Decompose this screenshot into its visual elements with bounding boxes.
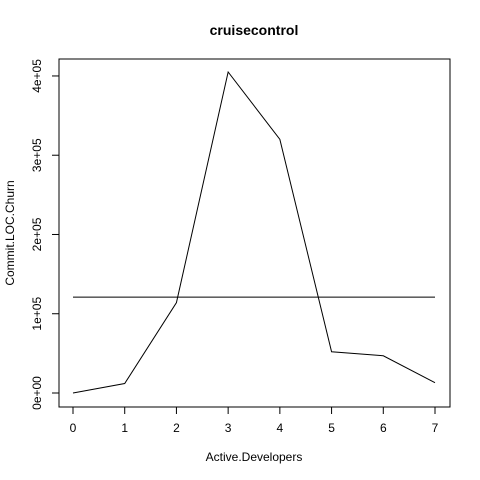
x-tick-label: 2 bbox=[173, 421, 180, 435]
series-layer bbox=[72, 70, 436, 394]
x-tick-label: 6 bbox=[380, 421, 387, 435]
y-tick-label: 2e+05 bbox=[30, 217, 44, 251]
x-tick-label: 3 bbox=[225, 421, 232, 435]
y-tick-label: 1e+05 bbox=[30, 297, 44, 331]
x-axis-label: Active.Developers bbox=[206, 450, 303, 464]
y-tick-label: 3e+05 bbox=[30, 138, 44, 172]
x-tick-label: 7 bbox=[432, 421, 439, 435]
chart-title: cruisecontrol bbox=[210, 22, 299, 38]
x-tick-label: 4 bbox=[277, 421, 284, 435]
y-tick-label: 4e+05 bbox=[30, 59, 44, 93]
y-tick-label: 0e+00 bbox=[30, 376, 44, 410]
x-tick-label: 1 bbox=[121, 421, 128, 435]
y-axis-label: Commit.LOC.Churn bbox=[3, 180, 17, 285]
x-tick-label: 0 bbox=[70, 421, 77, 435]
y-axis: 0e+00 1e+05 2e+05 3e+05 4e+05 bbox=[30, 59, 60, 410]
x-axis: 0 1 2 3 4 5 6 7 bbox=[70, 406, 439, 435]
x-tick-label: 5 bbox=[328, 421, 335, 435]
series-line-1 bbox=[72, 70, 436, 394]
